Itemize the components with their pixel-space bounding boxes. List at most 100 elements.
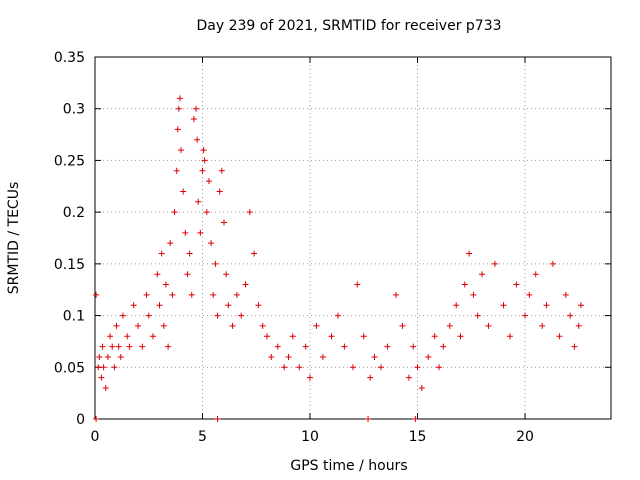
data-point [354, 281, 361, 288]
data-point [453, 302, 460, 309]
data-point [203, 209, 210, 216]
data-point [479, 271, 485, 278]
data-point [414, 364, 421, 371]
data-point [319, 353, 326, 360]
data-point [418, 384, 425, 391]
data-point [328, 333, 335, 340]
data-point [194, 136, 201, 143]
data-point [169, 291, 176, 298]
data-point [223, 271, 230, 278]
data-point [193, 105, 200, 112]
data-point [242, 281, 249, 288]
data-point [188, 291, 195, 298]
data-point [506, 333, 513, 340]
data-point [274, 343, 281, 350]
x-tick-label: 15 [409, 429, 427, 445]
data-point [251, 250, 258, 257]
data-point [205, 178, 212, 185]
y-axis-label: SRMTID / TECUs [6, 182, 22, 295]
data-point [360, 333, 367, 340]
data-point [199, 167, 206, 174]
data-point [221, 219, 227, 226]
data-point [214, 312, 221, 319]
data-point [156, 302, 163, 309]
data-point [384, 343, 391, 350]
data-point [446, 322, 453, 329]
y-tick-label: 0.3 [63, 102, 85, 118]
data-point [139, 343, 146, 350]
data-point [109, 343, 116, 350]
data-point [210, 291, 217, 298]
data-point [201, 157, 208, 164]
data-point [350, 364, 356, 371]
data-point [93, 291, 100, 298]
data-point [526, 291, 533, 298]
data-point [474, 312, 481, 319]
data-point [365, 416, 372, 422]
y-tick-label: 0.2 [63, 205, 85, 221]
data-point [214, 416, 221, 422]
data-point [99, 343, 106, 350]
data-point [119, 312, 126, 319]
data-point [285, 353, 292, 360]
data-points [93, 95, 584, 422]
data-point [229, 322, 236, 329]
data-point [575, 322, 582, 329]
data-point [500, 302, 507, 309]
data-point [165, 343, 172, 350]
data-point [377, 364, 384, 371]
data-point [212, 260, 219, 267]
data-point [513, 281, 520, 288]
data-point [341, 343, 348, 350]
data-point [104, 353, 111, 360]
data-point [135, 322, 141, 329]
data-point [405, 374, 412, 381]
data-point [126, 343, 133, 350]
data-point [100, 364, 107, 371]
data-point [184, 271, 191, 278]
data-point [233, 291, 240, 298]
data-point [160, 322, 167, 329]
data-point [167, 240, 174, 247]
data-point [130, 302, 137, 309]
data-point [95, 364, 102, 371]
data-point [522, 312, 528, 319]
x-tick-label: 20 [516, 429, 534, 445]
data-point [158, 250, 165, 257]
data-point [200, 147, 207, 154]
data-point [111, 364, 118, 371]
data-point [470, 291, 477, 298]
data-point [281, 364, 288, 371]
data-point [532, 271, 539, 278]
data-point [195, 198, 202, 205]
data-point [171, 209, 178, 216]
data-point [264, 333, 270, 340]
y-tick-label: 0.35 [54, 50, 85, 66]
data-point [150, 333, 157, 340]
data-point [567, 312, 574, 319]
data-point [162, 281, 169, 288]
data-point [549, 260, 556, 267]
data-point [190, 116, 197, 123]
data-point [571, 343, 578, 350]
data-point [154, 271, 161, 278]
data-point [145, 312, 152, 319]
data-point [173, 167, 180, 174]
data-point [186, 250, 193, 257]
data-point [225, 302, 232, 309]
data-point [431, 333, 438, 340]
data-point [117, 353, 124, 360]
data-point [268, 353, 275, 360]
data-point [102, 384, 109, 391]
data-point [485, 322, 492, 329]
data-point [466, 250, 473, 257]
data-point [562, 291, 569, 298]
data-point [313, 322, 320, 329]
data-point [115, 343, 122, 350]
data-point [436, 364, 442, 371]
data-point [491, 260, 498, 267]
y-tick-label: 0 [76, 412, 85, 428]
y-tick-label: 0.1 [63, 309, 85, 325]
data-point [399, 322, 406, 329]
